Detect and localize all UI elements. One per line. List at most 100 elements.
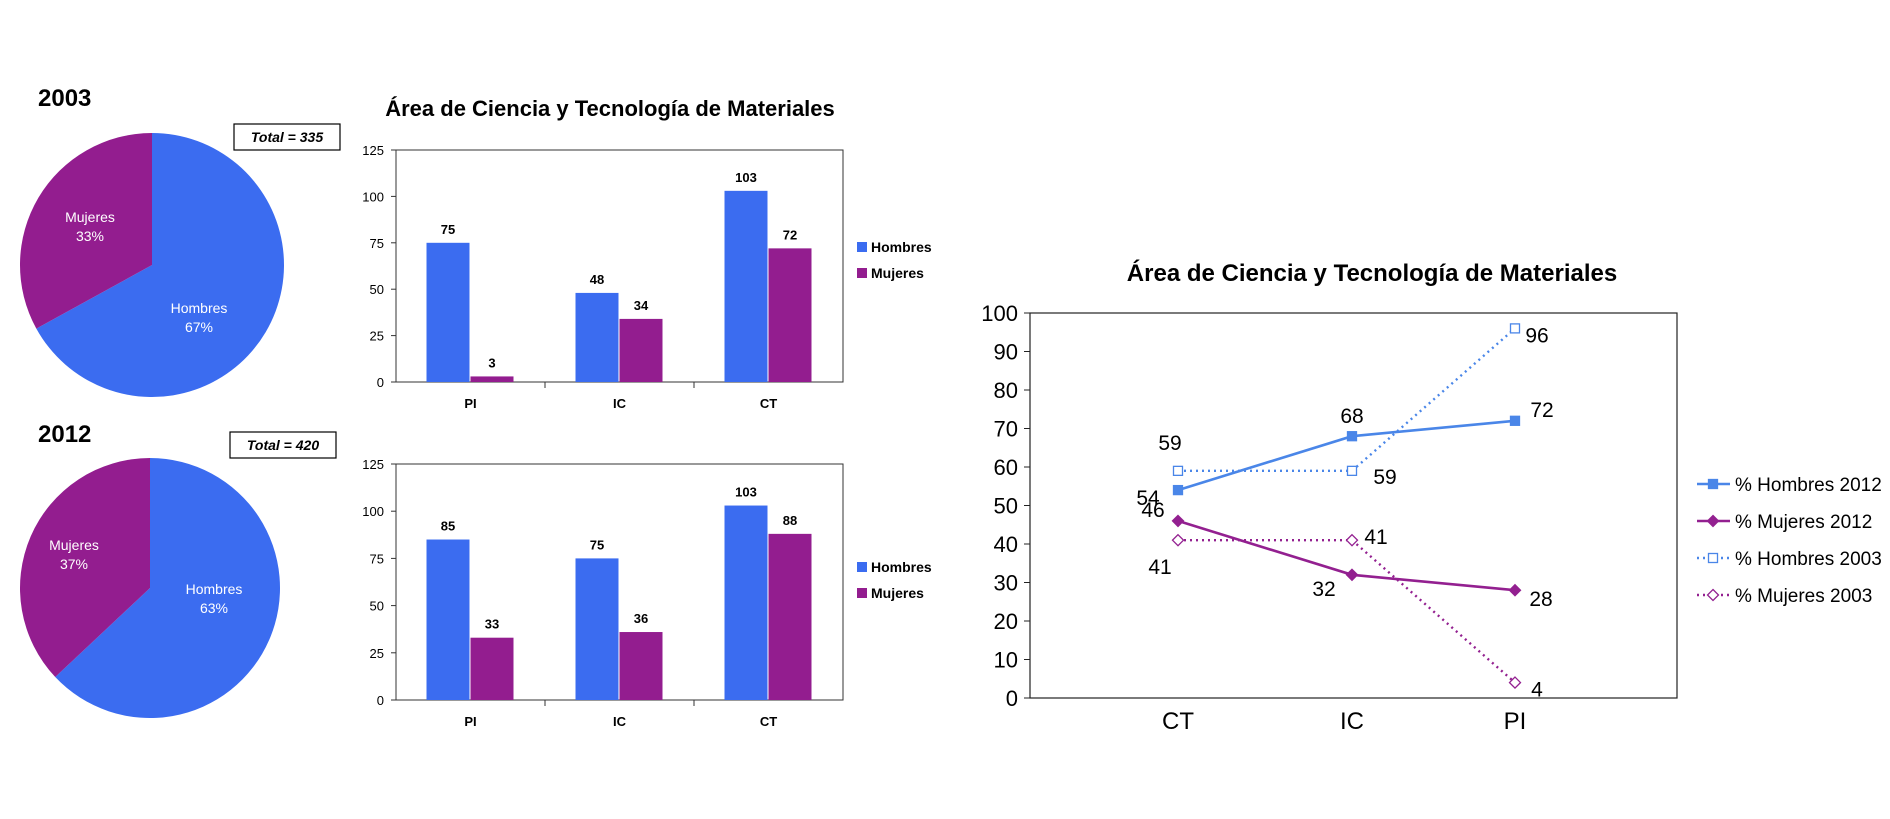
y-tick-label: 25 [370, 329, 384, 344]
legend-marker [1706, 514, 1720, 528]
legend-marker [1707, 552, 1719, 564]
x-category-label: CT [760, 714, 777, 729]
legend-label: % Hombres 2003 [1735, 549, 1882, 570]
bar-hombres [426, 242, 470, 382]
y-tick-label: 80 [994, 378, 1018, 403]
data-label: 28 [1529, 588, 1552, 611]
bar-mujeres [470, 376, 514, 382]
y-tick-label: 125 [362, 457, 384, 472]
legend-marker [1706, 588, 1720, 602]
bar-chart-title: Área de Ciencia y Tecnología de Material… [385, 96, 835, 121]
data-label: 59 [1373, 466, 1396, 489]
y-tick-label: 70 [994, 417, 1018, 442]
data-label: 68 [1340, 405, 1363, 428]
data-point-marker [1171, 514, 1185, 528]
data-point-marker [1508, 583, 1522, 597]
pie-slice-mujeres [19, 133, 152, 329]
pie-slice-percent: 63% [200, 600, 228, 616]
bar-data-label: 3 [488, 355, 495, 370]
bar-data-label: 48 [590, 272, 604, 287]
bar-data-label: 103 [735, 485, 757, 500]
bar-data-label: 75 [441, 222, 455, 237]
legend-label: Hombres [871, 559, 932, 575]
data-point-marker [1509, 323, 1521, 334]
series-line [1178, 538, 1516, 684]
y-tick-label: 40 [994, 532, 1018, 557]
pie-year-title: 2003 [38, 85, 91, 112]
legend-label: % Hombres 2012 [1735, 475, 1882, 496]
data-label: 32 [1312, 578, 1335, 601]
data-point-marker [1508, 676, 1522, 690]
bar-data-label: 103 [735, 170, 757, 185]
y-tick-label: 50 [370, 599, 384, 614]
y-tick-label: 25 [370, 646, 384, 661]
y-tick-label: 75 [370, 551, 384, 566]
x-category-label: PI [464, 396, 476, 411]
bar-hombres [724, 505, 768, 700]
x-category-label: PI [1504, 708, 1527, 735]
legend-swatch [857, 268, 867, 278]
line-chart-title: Área de Ciencia y Tecnología de Material… [1127, 259, 1617, 287]
data-point-marker [1345, 568, 1359, 582]
bar-data-label: 34 [634, 298, 649, 313]
total-label: Total = 335 [251, 129, 323, 145]
bar-data-label: 72 [783, 227, 797, 242]
bar-hombres [724, 190, 768, 382]
y-tick-label: 50 [994, 494, 1018, 519]
bar-hombres [575, 292, 619, 382]
series-line [1177, 419, 1516, 492]
pie-year-title: 2012 [38, 421, 91, 448]
data-point-marker [1346, 465, 1358, 477]
data-label: 41 [1364, 526, 1387, 549]
pie-slice-percent: 67% [185, 319, 213, 335]
pie-slice-label: Mujeres [49, 537, 99, 553]
y-tick-label: 0 [377, 375, 384, 390]
y-tick-label: 20 [994, 609, 1018, 634]
legend-marker [1707, 478, 1719, 490]
pie-slice-hombres [55, 458, 280, 719]
legend-swatch [857, 562, 867, 572]
total-label: Total = 420 [247, 437, 319, 453]
data-label: 54 [1136, 487, 1160, 510]
bar-data-label: 88 [783, 513, 797, 528]
y-tick-label: 100 [362, 189, 384, 204]
data-label: 46 [1141, 499, 1164, 522]
y-tick-label: 100 [981, 301, 1018, 326]
bar-mujeres [619, 318, 663, 382]
pie-chart-2003: 2003 Total = 335 Hombres 67% Mujeres 33% [19, 85, 341, 397]
series-line [1178, 327, 1516, 473]
bar-chart-2012: 0 25 50 75 100 125 PI 85 33 IC 75 36 CT 103 88 Hombres M… [362, 457, 932, 729]
y-tick-label: 0 [1006, 686, 1018, 711]
y-tick-label: 30 [994, 571, 1018, 596]
total-box [229, 431, 337, 459]
legend-label: % Mujeres 2003 [1735, 586, 1872, 607]
bar-data-label: 85 [441, 519, 455, 534]
x-category-label: PI [464, 714, 476, 729]
y-tick-label: 50 [370, 282, 384, 297]
x-category-label: CT [760, 396, 777, 411]
y-tick-label: 100 [362, 504, 384, 519]
bar-data-label: 36 [634, 611, 648, 626]
x-category-label: IC [613, 714, 627, 729]
bar-hombres [426, 539, 470, 700]
data-point-marker [1172, 465, 1184, 477]
x-category-label: CT [1162, 708, 1194, 735]
pie-slice-hombres [36, 133, 284, 397]
legend-swatch [857, 242, 867, 252]
data-point-marker [1171, 533, 1185, 547]
total-box [233, 123, 341, 151]
y-tick-label: 90 [994, 340, 1018, 365]
legend-label: Mujeres [871, 585, 924, 601]
bar-mujeres [768, 533, 812, 700]
y-tick-label: 0 [377, 693, 384, 708]
bar-data-label: 75 [590, 537, 604, 552]
data-label: 96 [1525, 324, 1548, 347]
y-tick-label: 75 [370, 236, 384, 251]
legend-label: Mujeres [871, 265, 924, 281]
pie-slice-percent: 33% [76, 228, 104, 244]
pie-slice-percent: 37% [60, 556, 88, 572]
y-tick-label: 125 [362, 143, 384, 158]
y-tick-label: 10 [994, 648, 1018, 673]
y-tick-label: 60 [994, 455, 1018, 480]
pie-slice-label: Mujeres [65, 209, 115, 225]
